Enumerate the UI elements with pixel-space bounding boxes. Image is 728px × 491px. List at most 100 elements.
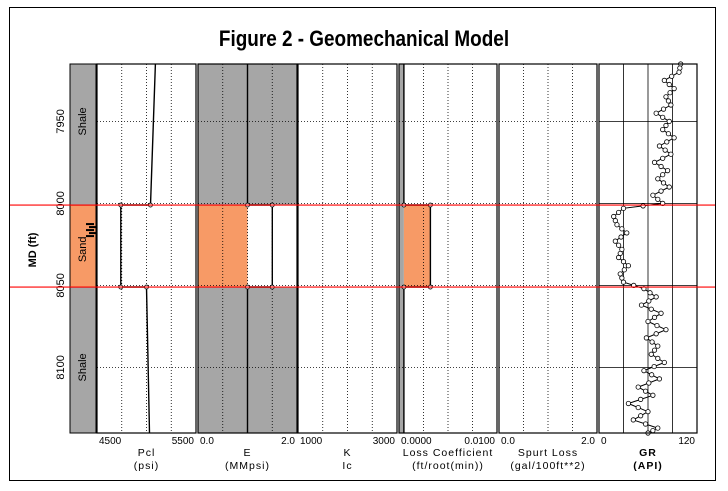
track-k: 1000 3000 KIc	[297, 63, 398, 472]
gr-point	[624, 230, 630, 236]
gr-point	[671, 86, 677, 92]
gr-point	[658, 188, 664, 194]
gr-point	[620, 205, 627, 211]
track-min-label: 0.0	[200, 436, 214, 447]
figure-frame	[9, 7, 716, 481]
track-unit: (gal/100ft**2)	[510, 460, 585, 472]
gr-point	[660, 155, 666, 161]
gr-point	[655, 355, 661, 361]
gr-point	[660, 106, 667, 112]
gr-point	[646, 380, 652, 386]
track-max-label: 3000	[373, 436, 396, 447]
gr-point	[651, 363, 657, 370]
lithology-label: Shale	[77, 107, 89, 135]
gr-point	[615, 209, 622, 216]
track-title: GR	[639, 447, 657, 459]
track-gr: 0 120 GR(API)	[598, 61, 698, 472]
track-max-label: 2.0	[281, 436, 295, 447]
track-unit: Ic	[342, 460, 352, 472]
gr-point	[665, 131, 672, 137]
gr-point	[648, 306, 654, 312]
gr-point	[620, 259, 627, 265]
track-min-label: 0.0	[501, 436, 515, 447]
gr-point	[651, 314, 658, 320]
gr-point	[668, 102, 674, 108]
interval-fill	[198, 205, 248, 288]
gr-point	[655, 425, 661, 431]
track-border	[297, 63, 398, 434]
gr-point	[640, 203, 646, 209]
gr-point	[638, 413, 644, 419]
track-border	[398, 63, 498, 434]
gr-point	[651, 347, 658, 353]
gr-point	[630, 417, 636, 423]
track-title: Spurt Loss	[518, 447, 578, 459]
gr-point	[620, 279, 627, 285]
track-e: 0.0 2.0 E(MMpsi)	[197, 63, 298, 472]
gr-point	[625, 263, 632, 269]
gr-point	[645, 409, 651, 415]
gr-point	[655, 176, 661, 182]
gr-point	[648, 351, 654, 357]
gr-point	[635, 404, 641, 411]
gr-point	[663, 327, 669, 333]
gr-point	[643, 335, 649, 341]
track-border	[498, 63, 598, 434]
gr-point	[651, 159, 658, 165]
gr-point	[646, 298, 652, 304]
gr-point	[642, 421, 649, 427]
gr-point	[656, 143, 663, 149]
figure-title: Figure 2 - Geomechanical Model	[218, 26, 510, 51]
gr-point	[645, 318, 651, 325]
depth-tick-label: 8000	[55, 191, 67, 215]
lithology-block-1	[69, 63, 97, 206]
gr-point	[660, 127, 666, 133]
gr-point	[662, 147, 668, 153]
track-title: Pcl	[138, 447, 156, 459]
track-border	[96, 63, 197, 434]
gr-point	[677, 65, 683, 71]
gr-point	[618, 234, 624, 240]
gr-point	[649, 339, 655, 345]
track-unit: (psi)	[134, 460, 159, 472]
gr-point	[649, 372, 655, 378]
gr-point	[615, 254, 622, 261]
track-min-label: 1000	[300, 436, 323, 447]
gr-point	[658, 163, 664, 170]
depth-tick-label: 7950	[55, 109, 67, 133]
gr-point	[619, 226, 625, 232]
track-title: E	[243, 447, 251, 459]
gr-point	[658, 310, 664, 316]
gr-point	[664, 139, 670, 145]
track-max-label: 0.0100	[464, 436, 495, 447]
interval-fill	[403, 205, 431, 288]
series-line-e	[246, 64, 273, 433]
gr-point	[647, 290, 653, 296]
gr-point	[656, 376, 663, 382]
gr-point	[665, 98, 672, 104]
gr-point	[669, 73, 675, 79]
gr-point	[663, 94, 669, 100]
sand-hatch-mark	[86, 223, 94, 226]
depth-tick-label: 8100	[55, 355, 67, 379]
track-min-label: 4500	[99, 436, 122, 447]
gr-point	[655, 343, 661, 349]
gr-point	[661, 359, 667, 366]
sand-hatch-mark	[89, 226, 97, 229]
gr-point	[660, 172, 666, 178]
gr-point	[650, 392, 656, 398]
gr-point	[653, 110, 659, 116]
gr-point	[612, 238, 618, 244]
track-unit: (ft/root(min))	[412, 460, 484, 472]
track-pcl: 4500 5500 Pcl(psi)	[96, 63, 197, 472]
gr-point	[615, 242, 622, 248]
track-border	[197, 63, 298, 434]
gr-point	[625, 400, 632, 407]
lithology-label: Shale	[77, 353, 89, 381]
sand-hatch-mark	[86, 229, 94, 232]
depth-tick-label: 8050	[55, 273, 67, 297]
gr-point	[642, 388, 649, 394]
gr-point	[671, 135, 677, 141]
